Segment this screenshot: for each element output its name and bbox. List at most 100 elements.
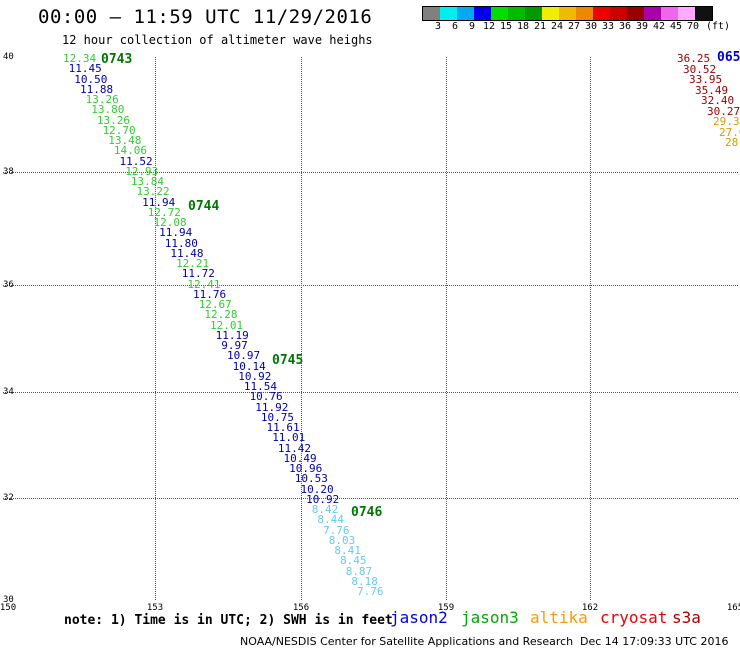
longitude-gridline (301, 57, 302, 600)
legend-label: 3 (435, 21, 442, 32)
longitude-label: 156 (292, 603, 310, 613)
wave-height-value: 11.19 (215, 328, 249, 342)
wave-height-value: 11.88 (79, 82, 114, 96)
wave-height-value: 12.21 (176, 257, 210, 270)
legend-label: 15 (500, 21, 513, 32)
wave-height-value: 11.94 (142, 195, 176, 209)
pass-time-label: 065 (717, 50, 740, 65)
satellite-legend-s3a: s3a (672, 608, 701, 627)
longitude-gridline (446, 57, 447, 600)
wave-height-value: 10.49 (283, 451, 317, 465)
wave-height-value: 11.48 (170, 246, 204, 260)
latitude-label: 32 (3, 493, 14, 503)
legend-swatch (678, 7, 695, 20)
legend-swatch (525, 7, 542, 20)
pass-time-label: 0745 (272, 353, 304, 368)
wave-height-value: 10.50 (74, 72, 108, 86)
wave-height-value: 11.52 (119, 154, 153, 168)
legend-swatch (661, 7, 678, 20)
legend-swatch (457, 7, 474, 20)
latitude-gridline (3, 498, 738, 499)
wave-height-value: 11.92 (255, 400, 289, 414)
latitude-gridline (3, 392, 738, 393)
satellite-legend-jason2: jason2 (390, 608, 448, 627)
legend-label: 33 (602, 21, 615, 32)
wave-height-value: 11.72 (181, 267, 215, 281)
satellite-legend-jason3: jason3 (461, 608, 519, 627)
units-note: note: 1) Time is in UTC; 2) SWH is in fe… (64, 613, 393, 628)
wave-height-value: 13.26 (85, 93, 119, 106)
longitude-label: 153 (146, 603, 164, 613)
legend-label: 6 (452, 21, 459, 32)
longitude-gridline (155, 57, 156, 600)
wave-height-value: 11.42 (277, 441, 311, 455)
wave-height-value: 12.70 (102, 123, 136, 137)
wave-height-value: 33.95 (689, 73, 723, 86)
wave-height-value: 12.67 (198, 298, 232, 311)
longitude-label: 165 (726, 603, 740, 613)
legend-swatch (610, 7, 627, 20)
wave-height-value: 10.76 (249, 390, 283, 404)
wave-height-value: 13.22 (136, 185, 170, 199)
wave-height-value: 11.45 (68, 62, 102, 76)
legend-label: 24 (551, 21, 564, 32)
wave-height-value: 8.87 (345, 564, 373, 578)
wave-height-value: 13.80 (91, 103, 125, 117)
satellite-legend-cryosat: cryosat (600, 608, 668, 627)
wave-height-value: 11.80 (164, 236, 198, 250)
wave-height-value: 10.96 (289, 462, 323, 475)
latitude-label: 30 (3, 595, 14, 605)
wave-height-value: 12.72 (147, 205, 181, 219)
legend-swatch (491, 7, 508, 20)
legend-label: 39 (636, 21, 649, 32)
legend-label: 21 (534, 21, 547, 32)
legend-label: 45 (670, 21, 683, 32)
wave-height-value: 10.20 (300, 482, 334, 496)
wave-height-value: 13.26 (96, 113, 131, 127)
page-title: 00:00 – 11:59 UTC 11/29/2016 (38, 6, 373, 28)
latitude-label: 36 (3, 280, 14, 290)
wave-height-value: 29.3 (713, 115, 740, 128)
wave-height-value: 30.52 (683, 62, 717, 76)
legend-label: 18 (517, 21, 530, 32)
legend-label: 42 (653, 21, 666, 32)
wave-height-value: 36.25 (677, 52, 711, 65)
footer-timestamp: Dec 14 17:09:33 UTC 2016 (580, 635, 729, 648)
longitude-label: 159 (437, 603, 455, 613)
legend-label: 27 (568, 21, 581, 32)
wave-height-value: 7.76 (323, 523, 350, 537)
legend-swatch (423, 7, 440, 20)
longitude-label: 150 (0, 603, 17, 613)
pass-time-label: 0746 (351, 505, 383, 520)
wave-height-value: 8.44 (317, 513, 344, 527)
legend-label: 12 (483, 21, 496, 32)
footer-credit: NOAA/NESDIS Center for Satellite Applica… (240, 635, 574, 648)
wave-height-value: 11.01 (272, 431, 306, 445)
legend-swatch (474, 7, 491, 20)
legend-label: (ft) (706, 21, 731, 32)
wave-height-value: 10.92 (238, 369, 272, 383)
wave-height-value: 11.76 (193, 287, 227, 301)
legend-swatch (576, 7, 593, 20)
wave-height-value: 8.03 (328, 533, 356, 547)
wave-height-value: 8.41 (334, 544, 361, 557)
wave-height-value: 30.27 (707, 104, 740, 118)
legend-swatch (440, 7, 457, 20)
legend-swatch (559, 7, 576, 20)
wave-height-value: 12.08 (153, 216, 187, 229)
wave-height-value: 28 (725, 136, 739, 149)
wave-height-value: 14.06 (113, 144, 147, 158)
wave-height-value: 35.49 (695, 83, 729, 97)
wave-height-value: 11.94 (159, 226, 193, 240)
latitude-label: 34 (3, 387, 14, 397)
wave-height-value: 8.18 (351, 574, 378, 588)
latitude-label: 40 (3, 52, 14, 62)
wave-height-value: 10.53 (294, 472, 328, 486)
legend-swatch (593, 7, 610, 20)
wave-height-value: 8.45 (340, 554, 367, 568)
wave-height-value: 9.97 (221, 339, 248, 352)
wave-height-value: 13.48 (108, 134, 142, 147)
wave-height-value: 12.28 (204, 308, 238, 322)
latitude-gridline (3, 172, 738, 173)
latitude-label: 38 (3, 167, 14, 177)
